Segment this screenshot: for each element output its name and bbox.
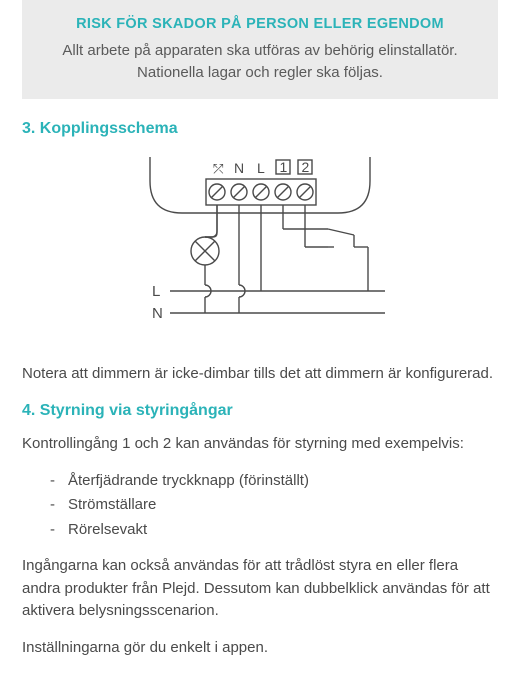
section-4-para2: Ingångarna kan också användas för att tr…	[22, 555, 498, 623]
list-item: - Rörelsevakt	[50, 519, 498, 542]
svg-text:1: 1	[280, 159, 288, 175]
svg-text:⤱: ⤱	[212, 161, 223, 176]
list-dash-icon: -	[50, 494, 68, 517]
wiring-diagram: ⤱ N L 1 2 L N	[0, 151, 520, 349]
svg-text:L: L	[257, 160, 265, 176]
section-4-para3: Inställningarna gör du enkelt i appen.	[22, 637, 498, 660]
list-dash-icon: -	[50, 470, 68, 493]
svg-text:2: 2	[302, 159, 310, 175]
warning-box: RISK FÖR SKADOR PÅ PERSON ELLER EGENDOM …	[22, 0, 498, 99]
list-item-label: Rörelsevakt	[68, 519, 147, 542]
svg-text:N: N	[152, 305, 163, 322]
list-item-label: Återfjädrande tryckknapp (förinställt)	[68, 470, 309, 493]
section-3-heading: 3. Kopplingsschema	[22, 117, 498, 141]
list-item: - Återfjädrande tryckknapp (förinställt)	[50, 470, 498, 493]
section-4-list: - Återfjädrande tryckknapp (förinställt)…	[50, 470, 498, 542]
list-dash-icon: -	[50, 519, 68, 542]
list-item-label: Strömställare	[68, 494, 156, 517]
section-4-heading: 4. Styrning via styringångar	[22, 399, 498, 423]
list-item: - Strömställare	[50, 494, 498, 517]
warning-title: RISK FÖR SKADOR PÅ PERSON ELLER EGENDOM	[44, 14, 476, 36]
section-3-note: Notera att dimmern är icke-dimbar tills …	[22, 363, 498, 386]
svg-text:L: L	[152, 283, 160, 300]
section-4-intro: Kontrollingång 1 och 2 kan användas för …	[22, 433, 498, 456]
svg-text:N: N	[234, 160, 244, 176]
warning-body: Allt arbete på apparaten ska utföras av …	[44, 40, 476, 84]
